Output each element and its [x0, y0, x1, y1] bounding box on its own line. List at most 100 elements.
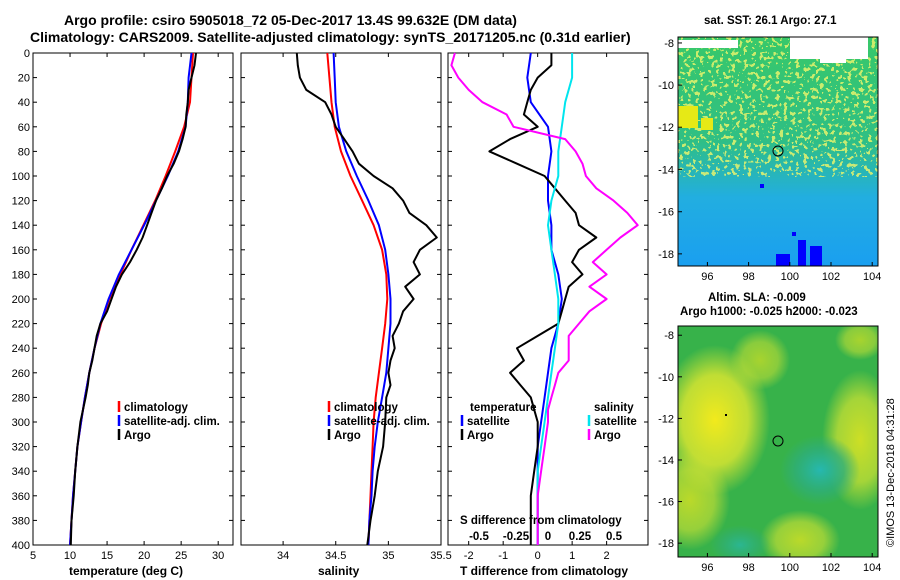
x-tick-label: 35.5 [430, 550, 451, 562]
series-satellite-adj-clim- [332, 52, 392, 546]
map-lat-label: -18 [658, 249, 674, 261]
depth-tick-label: 120 [12, 196, 30, 208]
depth-tick-label: 40 [18, 97, 30, 109]
diff-legend-s-satellite: satellite [594, 416, 637, 428]
diff-legend-salinity-title: salinity [594, 402, 634, 414]
map-lat-label: -8 [664, 330, 674, 342]
series-climatology [326, 52, 389, 546]
title-line-1: Argo profile: csiro 5905018_72 05-Dec-20… [64, 12, 517, 28]
depth-tick-label: 260 [12, 368, 30, 380]
series-climatology [69, 52, 194, 546]
diff-legend-s-argo: Argo [594, 430, 621, 442]
sla-map-title-1: Altim. SLA: -0.009 [708, 292, 806, 304]
depth-tick-label: 60 [18, 122, 30, 134]
map-lat-label: -12 [658, 122, 674, 134]
x-tick-label: 34 [277, 550, 289, 562]
argo-location-marker [772, 145, 784, 157]
map-lat-label: -8 [664, 38, 674, 50]
map-lon-label: 102 [822, 271, 840, 283]
x-tick-label: 20 [138, 550, 150, 562]
s-diff-tick-label: -0.5 [469, 531, 489, 543]
salinity-xlabel: salinity [318, 564, 360, 578]
map-lon-label: 98 [742, 562, 754, 574]
s-diff-tick-label: -0.25 [503, 531, 530, 543]
depth-tick-label: 220 [12, 319, 30, 331]
imos-credit: ©IMOS 13-Dec-2018 04:31:28 [885, 398, 897, 547]
sal-legend-climatology: climatology [334, 402, 399, 414]
depth-tick-label: 280 [12, 392, 30, 404]
salinity-axes [240, 52, 442, 546]
diff-legend-temperature-title: temperature [470, 402, 536, 414]
map-lat-label: -18 [658, 538, 674, 550]
depth-tick-label: 320 [12, 442, 30, 454]
salinity-legend: climatology satellite-adj. clim. Argo [327, 401, 430, 442]
map-lon-label: 100 [781, 271, 799, 283]
title-line-2: Climatology: CARS2009. Satellite-adjuste… [30, 29, 631, 45]
x-tick-label: 35 [382, 550, 394, 562]
series-temperature-argo [488, 53, 598, 545]
x-tick-label: 10 [64, 550, 76, 562]
legend-climatology: climatology [124, 402, 189, 414]
x-tick-label: 15 [101, 550, 113, 562]
depth-tick-label: 80 [18, 146, 30, 158]
x-tick-label: 0 [535, 550, 541, 562]
x-tick-label: -2 [464, 550, 474, 562]
legend-satellite: satellite-adj. clim. [124, 416, 220, 428]
map-lon-label: 100 [781, 562, 799, 574]
s-diff-tick-label: 0.5 [606, 531, 623, 543]
diff-legend-t-satellite: satellite [467, 416, 510, 428]
map-lon-label: 102 [822, 562, 840, 574]
temperature-xlabel: temperature (deg C) [69, 564, 183, 578]
map-lat-label: -14 [658, 164, 674, 176]
difference-legend: temperature satellite Argo salinity sate… [460, 402, 637, 442]
map-lon-label: 104 [863, 271, 881, 283]
depth-tick-label: 240 [12, 343, 30, 355]
map-lat-label: -16 [658, 497, 674, 509]
map-lat-label: -12 [658, 413, 674, 425]
legend-argo: Argo [124, 430, 151, 442]
series-temperature-satellite [526, 52, 563, 545]
map-lon-label: 96 [701, 271, 713, 283]
series-salinity-argo [450, 52, 639, 545]
depth-tick-label: 140 [12, 220, 30, 232]
s-difference-label: S difference from climatology [460, 515, 622, 527]
map-lat-label: -10 [658, 372, 674, 384]
depth-tick-label: 200 [12, 294, 30, 306]
depth-tick-label: 400 [12, 540, 30, 552]
map-lon-label: 96 [701, 562, 713, 574]
x-tick-label: 25 [175, 550, 187, 562]
s-diff-tick-label: 0.25 [569, 531, 592, 543]
x-tick-label: 30 [212, 550, 224, 562]
map-lat-label: -10 [658, 80, 674, 92]
sst-map [678, 37, 878, 266]
series-argo [295, 52, 438, 546]
map-lon-label: 104 [863, 562, 881, 574]
depth-tick-label: 0 [24, 48, 30, 60]
series-salinity-satellite [536, 53, 574, 545]
map-lon-label: 98 [742, 271, 754, 283]
depth-tick-label: 180 [12, 269, 30, 281]
map-lat-label: -14 [658, 455, 674, 467]
temperature-legend: climatology satellite-adj. clim. Argo [117, 401, 220, 442]
s-diff-tick-label: 0 [545, 531, 551, 543]
x-tick-label: 34.5 [325, 550, 346, 562]
sst-map-title: sat. SST: 26.1 Argo: 27.1 [704, 15, 837, 27]
sla-map-title-2: Argo h1000: -0.025 h2000: -0.023 [680, 306, 858, 318]
diff-legend-t-argo: Argo [467, 430, 494, 442]
depth-tick-label: 360 [12, 491, 30, 503]
depth-tick-label: 340 [12, 466, 30, 478]
argo-location-marker-sla [772, 435, 784, 447]
series-argo [69, 52, 197, 546]
sla-map [678, 326, 878, 557]
x-tick-label: -1 [498, 550, 508, 562]
depth-tick-label: 20 [18, 73, 30, 85]
x-tick-label: 2 [604, 550, 610, 562]
x-tick-label: 1 [569, 550, 575, 562]
sal-legend-satellite: satellite-adj. clim. [334, 416, 430, 428]
series-satellite-adj-clim- [69, 52, 193, 546]
temperature-axes [32, 52, 234, 546]
depth-tick-label: 380 [12, 515, 30, 527]
sal-legend-argo: Argo [334, 430, 361, 442]
x-tick-label: 5 [30, 550, 36, 562]
